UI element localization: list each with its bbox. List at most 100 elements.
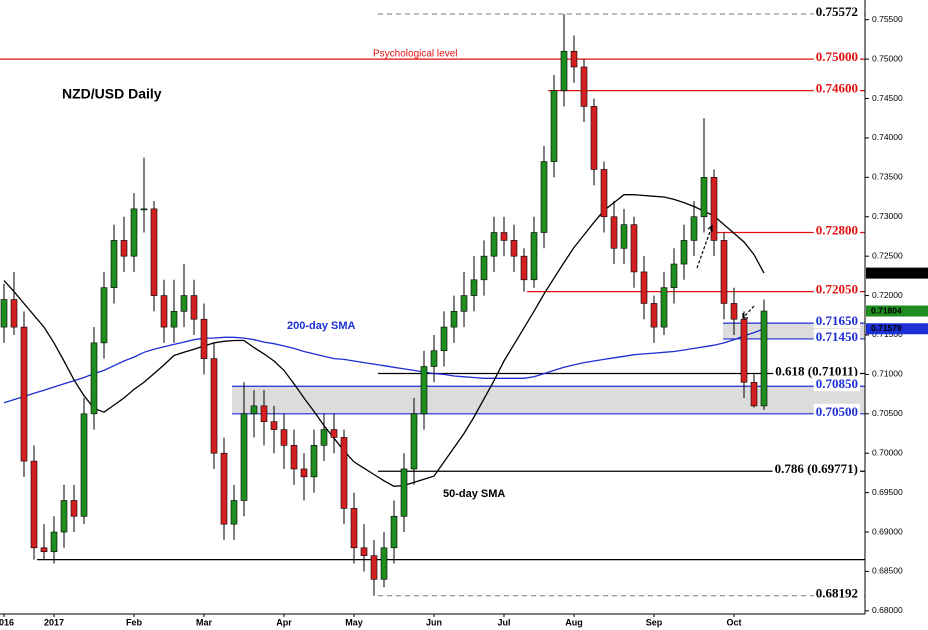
price-tag-label: 0.72285 <box>871 267 902 277</box>
candle-body <box>650 303 658 328</box>
candle-body <box>540 161 548 233</box>
candle-body <box>260 405 268 422</box>
level-label: 0.618 (0.71011) <box>775 364 858 379</box>
candle-body <box>150 208 158 296</box>
y-tick-label: 0.70500 <box>872 408 903 418</box>
candle-body <box>610 216 618 249</box>
candle-body <box>700 177 708 218</box>
candle-body <box>10 299 18 328</box>
x-tick-label: Jun <box>426 617 442 627</box>
candle-body <box>170 311 178 328</box>
level-label: 0.71650 <box>816 313 858 328</box>
level-label: 0.68192 <box>816 586 858 601</box>
x-tick-label: Mar <box>196 617 213 627</box>
y-tick-label: 0.71000 <box>872 369 903 379</box>
price-tag <box>866 305 928 317</box>
candle-body <box>210 358 218 454</box>
price-tag <box>866 267 928 279</box>
candle-body <box>80 413 88 517</box>
series-label: 50-day SMA <box>443 488 505 500</box>
y-tick-label: 0.75000 <box>872 53 903 63</box>
candle-body <box>350 508 358 549</box>
arrow <box>742 305 755 319</box>
candle-body <box>320 429 328 446</box>
candle-body <box>400 468 408 517</box>
candle-body <box>120 240 128 257</box>
y-tick-label: 0.73500 <box>872 172 903 182</box>
candle-body <box>690 216 698 241</box>
candle-body <box>360 547 368 556</box>
candle-body <box>330 429 338 438</box>
candle-body <box>390 515 398 549</box>
y-tick-label: 0.70000 <box>872 447 903 457</box>
candle-body <box>250 405 258 415</box>
level-label: 0.70850 <box>816 376 858 391</box>
candle-body <box>430 350 438 367</box>
candle-body <box>630 224 638 273</box>
candle-body <box>560 50 568 91</box>
y-tick-label: 0.68000 <box>872 605 903 615</box>
candle-body <box>750 381 758 407</box>
candle-body <box>670 263 678 288</box>
candle-body <box>580 66 588 107</box>
candle-body <box>710 177 718 241</box>
x-tick-label: 2016 <box>0 617 14 627</box>
candle-body <box>680 240 688 265</box>
candle-body <box>100 287 108 344</box>
y-tick-label: 0.69000 <box>872 526 903 536</box>
candle-body <box>290 445 298 470</box>
candle-body <box>490 232 498 257</box>
y-tick-label: 0.68500 <box>872 566 903 576</box>
y-tick-label: 0.72500 <box>872 250 903 260</box>
y-tick-label: 0.73000 <box>872 211 903 221</box>
x-tick-label: Feb <box>126 617 143 627</box>
candle-body <box>500 232 508 241</box>
series-label: 200-day SMA <box>287 320 356 332</box>
candle-body <box>450 311 458 328</box>
zone <box>232 386 865 414</box>
candle-body <box>310 445 318 478</box>
x-tick-label: Oct <box>726 617 741 627</box>
candles <box>0 14 768 596</box>
candle-body <box>520 255 528 281</box>
y-tick-label: 0.75500 <box>872 14 903 24</box>
candle-body <box>510 240 518 257</box>
level-label: 0.72800 <box>816 223 858 238</box>
candle-body <box>300 468 308 478</box>
candle-body <box>590 106 598 170</box>
x-tick-label: Apr <box>276 617 292 627</box>
candle-body <box>730 303 738 320</box>
y-tick-label: 0.69500 <box>872 487 903 497</box>
candle-body <box>720 240 728 304</box>
label-backing <box>813 403 860 419</box>
candle-body <box>380 547 388 580</box>
candle-body <box>600 169 608 218</box>
candle-body <box>140 208 148 211</box>
level-label: 0.75572 <box>816 4 858 19</box>
label-backing <box>813 80 860 96</box>
candle-body <box>570 50 578 68</box>
candle-body <box>370 555 378 580</box>
level-labels: 0.75572 0.75000 0.74600 0.72800 0.72050 0.716… <box>772 4 860 601</box>
candle-body <box>550 90 558 162</box>
label-backing <box>773 363 860 379</box>
candle-body <box>200 318 208 359</box>
annotation: Psychological level <box>373 49 458 60</box>
level-label: 0.786 (0.69771) <box>775 461 858 476</box>
x-tick-label: 2017 <box>44 617 64 627</box>
candle-body <box>30 460 38 549</box>
candle-body <box>110 240 118 288</box>
candle-body <box>530 232 538 281</box>
candle-body <box>0 299 8 328</box>
x-tick-label: Jul <box>497 617 510 627</box>
level-label: 0.75000 <box>816 49 858 64</box>
candle-body <box>660 287 668 328</box>
candle-body <box>240 413 248 501</box>
label-backing <box>772 461 860 477</box>
candle-body <box>70 500 78 517</box>
candle-body <box>270 421 278 430</box>
label-backing <box>813 49 860 65</box>
level-label: 0.72050 <box>816 282 858 297</box>
label-backing <box>813 222 860 238</box>
